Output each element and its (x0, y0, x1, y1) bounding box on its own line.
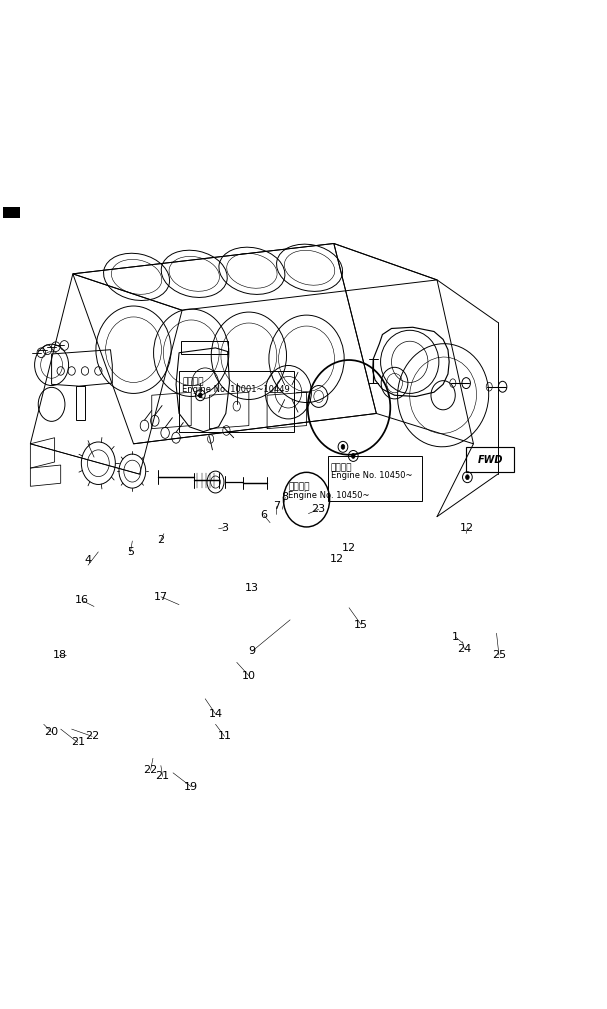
Ellipse shape (351, 453, 355, 458)
Text: 19: 19 (184, 782, 198, 792)
Text: 6: 6 (260, 511, 268, 521)
Text: 5: 5 (127, 547, 134, 557)
Text: 7: 7 (273, 500, 280, 511)
Text: 11: 11 (217, 732, 232, 742)
Text: 16: 16 (75, 595, 89, 605)
Bar (179, 371, 294, 432)
Text: 13: 13 (245, 583, 259, 593)
Text: 20: 20 (44, 727, 59, 738)
Text: 12: 12 (342, 543, 356, 553)
Text: 24: 24 (457, 644, 472, 654)
Text: Engine No. 10450~: Engine No. 10450~ (288, 490, 370, 499)
Ellipse shape (341, 444, 345, 449)
Text: 15: 15 (354, 620, 368, 630)
Text: 22: 22 (143, 766, 158, 775)
Bar (328, 456, 422, 501)
Text: Engine No. 10450~: Engine No. 10450~ (331, 471, 412, 480)
Text: 23: 23 (311, 504, 326, 515)
Ellipse shape (198, 393, 202, 398)
Text: 14: 14 (208, 709, 223, 719)
Text: 8: 8 (282, 492, 289, 502)
Text: 適用号機: 適用号機 (288, 482, 310, 491)
Text: 21: 21 (155, 772, 170, 781)
Text: 10: 10 (242, 671, 256, 681)
Text: Engine No. 10001~10449: Engine No. 10001~10449 (182, 384, 290, 394)
Text: 25: 25 (492, 650, 506, 660)
Bar (3, 207, 20, 218)
Text: 3: 3 (221, 523, 228, 533)
Text: 9: 9 (248, 647, 256, 657)
Bar (181, 341, 228, 354)
Text: 17: 17 (154, 591, 168, 601)
Text: 4: 4 (84, 555, 92, 565)
Text: 22: 22 (85, 732, 100, 742)
Text: 18: 18 (52, 650, 67, 660)
Text: 適用号機: 適用号機 (331, 463, 352, 472)
Text: 1: 1 (452, 632, 459, 642)
Text: 12: 12 (330, 554, 344, 564)
Text: 21: 21 (70, 738, 85, 748)
Text: 2: 2 (157, 535, 164, 545)
Text: 適用号機: 適用号機 (182, 377, 203, 386)
Ellipse shape (466, 475, 469, 479)
Text: 12: 12 (460, 523, 475, 533)
Text: FWD: FWD (477, 455, 503, 464)
